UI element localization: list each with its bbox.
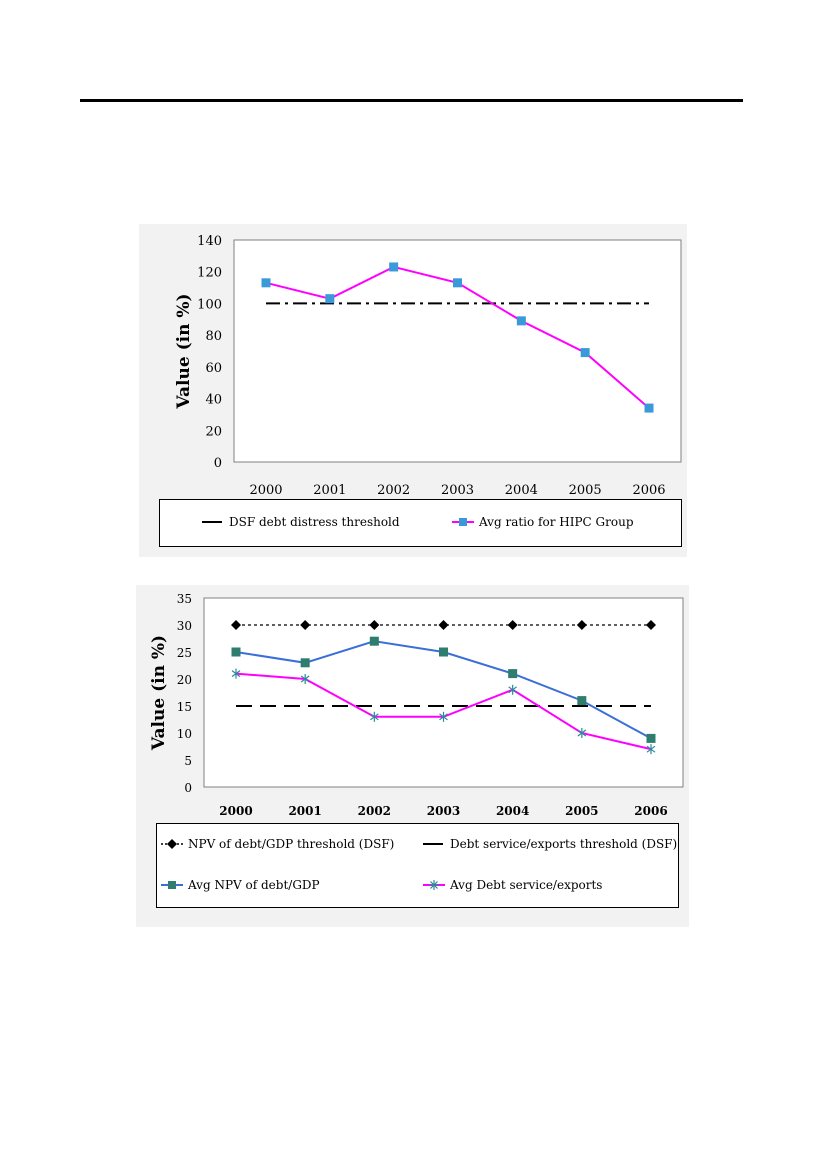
legend-item-hipc-ratio: Avg ratio for HIPC Group xyxy=(452,515,634,529)
chart-1-legend: DSF debt distress threshold Avg ratio fo… xyxy=(159,499,682,547)
x-tick-label: 2006 xyxy=(634,804,667,818)
legend-line-blue-square xyxy=(161,881,183,889)
legend-label: NPV of debt/GDP threshold (DSF) xyxy=(188,837,395,851)
chart-1: 0 20 40 60 80 100 120 140 2000 2001 2002 2003 2004 20… xyxy=(174,234,682,498)
legend-line-black-dashdot xyxy=(202,521,222,523)
x-tick-label: 2001 xyxy=(288,804,321,818)
legend-line-long-dash xyxy=(423,843,443,845)
legend-label: Debt service/exports threshold (DSF) xyxy=(450,837,678,851)
y-tick-label: 40 xyxy=(205,393,222,408)
legend-label: Avg Debt service/exports xyxy=(450,878,603,892)
data-point xyxy=(577,696,587,706)
data-point xyxy=(325,294,335,304)
data-point xyxy=(369,711,379,722)
data-point xyxy=(646,744,656,755)
legend-line-diamond-dotted xyxy=(161,839,183,849)
chart-2-legend: NPV of debt/GDP threshold (DSF) Debt ser… xyxy=(156,823,679,908)
x-tick-label: 2003 xyxy=(427,804,460,818)
y-tick-label: 0 xyxy=(214,456,222,471)
y-tick-label: 140 xyxy=(197,234,222,249)
y-tick-label: 80 xyxy=(205,329,222,344)
data-point xyxy=(231,620,241,630)
data-point xyxy=(507,620,518,630)
x-tick-label: 2005 xyxy=(569,483,602,498)
plot-area xyxy=(233,239,682,463)
legend-item-npv-threshold: NPV of debt/GDP threshold (DSF) xyxy=(161,837,394,851)
series-0 xyxy=(231,620,656,630)
x-tick-label: 2000 xyxy=(249,483,282,498)
data-point xyxy=(369,620,380,630)
x-tick-label: 2005 xyxy=(565,804,598,818)
data-point xyxy=(231,668,241,679)
data-point xyxy=(300,674,310,684)
chart-2: 0 5 10 15 20 25 30 35 2000 2001 2002 2003 2004 2005 20… xyxy=(149,592,684,818)
legend-label: DSF debt distress threshold xyxy=(229,515,400,529)
data-point xyxy=(389,262,399,272)
y-tick-label: 60 xyxy=(205,361,222,376)
series-2 xyxy=(231,636,656,743)
legend-item-avg-debt-service: Avg Debt service/exports xyxy=(423,878,602,892)
page-top-rule xyxy=(80,99,743,102)
y-tick-label: 30 xyxy=(177,619,192,633)
data-point xyxy=(300,658,310,668)
data-point xyxy=(369,636,379,646)
data-point xyxy=(453,278,462,288)
x-tick-label: 2002 xyxy=(358,804,391,818)
data-point xyxy=(508,669,518,679)
y-tick-label: 0 xyxy=(184,781,192,795)
series-3 xyxy=(231,668,656,755)
data-point xyxy=(508,684,518,695)
data-point xyxy=(439,647,448,657)
y-tick-label: 20 xyxy=(177,673,192,687)
data-point xyxy=(231,647,241,657)
chart-2-panel: 0 5 10 15 20 25 30 35 2000 2001 2002 2003 2004 2005 20… xyxy=(136,585,689,927)
legend-line-magenta-asterisk xyxy=(423,880,445,890)
legend-item-debt-service-threshold: Debt service/exports threshold (DSF) xyxy=(423,837,677,851)
legend-item-dsf-threshold: DSF debt distress threshold xyxy=(202,515,400,529)
y-tick-label: 15 xyxy=(177,700,192,714)
y-axis-label: Value (in %) xyxy=(149,635,169,751)
data-point xyxy=(646,733,656,743)
data-point xyxy=(577,728,587,738)
data-point xyxy=(644,403,654,413)
data-point xyxy=(576,620,587,630)
data-point xyxy=(439,711,448,722)
y-tick-label: 25 xyxy=(177,646,192,660)
x-tick-label: 2006 xyxy=(632,483,665,498)
x-tick-label: 2001 xyxy=(313,483,346,498)
x-tick-label: 2004 xyxy=(505,483,538,498)
data-point xyxy=(580,348,590,358)
data-point xyxy=(516,316,526,326)
legend-label: Avg ratio for HIPC Group xyxy=(479,515,634,529)
x-tick-label: 2000 xyxy=(219,804,252,818)
legend-line-magenta-square xyxy=(452,518,474,526)
chart-1-panel: 0 20 40 60 80 100 120 140 2000 2001 2002 2003 2004 20… xyxy=(139,224,687,557)
y-tick-label: 10 xyxy=(177,727,192,741)
legend-item-avg-npv: Avg NPV of debt/GDP xyxy=(161,878,320,892)
y-axis-label: Value (in %) xyxy=(174,293,194,409)
y-tick-label: 35 xyxy=(177,592,192,606)
data-point xyxy=(300,620,311,630)
data-point xyxy=(261,278,271,288)
y-tick-label: 5 xyxy=(184,754,192,768)
x-tick-label: 2003 xyxy=(441,483,474,498)
series-1 xyxy=(261,262,654,413)
data-point xyxy=(438,620,449,630)
y-tick-label: 120 xyxy=(197,266,222,281)
legend-label: Avg NPV of debt/GDP xyxy=(188,878,320,892)
x-tick-label: 2002 xyxy=(377,483,410,498)
y-tick-label: 100 xyxy=(197,297,222,312)
x-tick-label: 2004 xyxy=(496,804,529,818)
data-point xyxy=(646,620,656,630)
y-tick-label: 20 xyxy=(205,424,222,439)
